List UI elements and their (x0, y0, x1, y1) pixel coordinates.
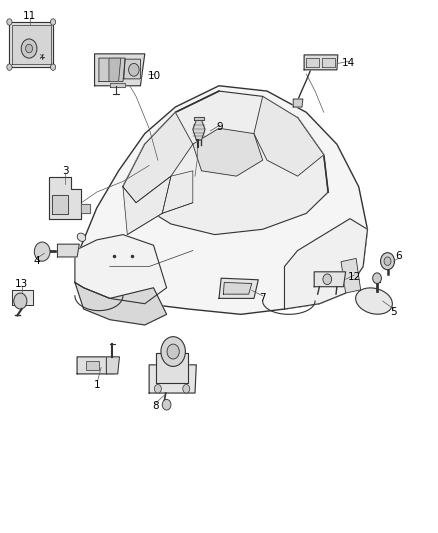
Polygon shape (77, 357, 117, 374)
Polygon shape (57, 244, 79, 257)
Polygon shape (106, 357, 120, 374)
Polygon shape (12, 290, 33, 305)
Text: 3: 3 (62, 166, 69, 176)
Text: 10: 10 (148, 71, 161, 81)
Polygon shape (293, 99, 303, 107)
Polygon shape (123, 91, 328, 235)
Text: 11: 11 (23, 11, 36, 21)
Text: 8: 8 (152, 401, 159, 411)
Circle shape (167, 344, 179, 359)
Text: 7: 7 (259, 293, 266, 303)
Polygon shape (223, 282, 252, 294)
Polygon shape (285, 219, 367, 309)
Polygon shape (155, 353, 188, 383)
Circle shape (323, 274, 332, 285)
Polygon shape (110, 83, 125, 87)
Polygon shape (123, 112, 193, 203)
Polygon shape (194, 117, 204, 120)
Polygon shape (306, 58, 319, 67)
Circle shape (50, 19, 56, 25)
Circle shape (129, 63, 139, 76)
Text: 13: 13 (15, 279, 28, 288)
Polygon shape (109, 58, 121, 82)
Bar (86, 361, 99, 370)
Polygon shape (81, 204, 90, 213)
Circle shape (154, 384, 161, 393)
Polygon shape (99, 58, 125, 82)
Circle shape (21, 39, 37, 58)
Polygon shape (10, 22, 53, 67)
Circle shape (7, 64, 12, 70)
Circle shape (34, 242, 50, 261)
Text: 5: 5 (390, 306, 397, 317)
Bar (341, 259, 360, 293)
Text: 6: 6 (396, 251, 402, 261)
Circle shape (183, 384, 190, 393)
Polygon shape (321, 58, 335, 67)
Polygon shape (162, 171, 193, 213)
Circle shape (14, 293, 27, 309)
Polygon shape (52, 195, 68, 214)
Polygon shape (75, 235, 166, 304)
Circle shape (162, 399, 171, 410)
Text: 9: 9 (216, 122, 223, 132)
Circle shape (373, 273, 381, 284)
Circle shape (25, 44, 32, 53)
Polygon shape (149, 365, 196, 393)
Polygon shape (75, 282, 166, 325)
Text: 4: 4 (33, 256, 40, 266)
Polygon shape (193, 128, 263, 176)
Text: 14: 14 (342, 59, 355, 68)
Polygon shape (124, 59, 141, 79)
Polygon shape (193, 120, 205, 140)
Circle shape (50, 64, 56, 70)
Text: 1: 1 (94, 379, 101, 390)
Polygon shape (95, 54, 145, 86)
Ellipse shape (356, 288, 392, 314)
Polygon shape (123, 176, 171, 235)
Polygon shape (304, 55, 338, 70)
Circle shape (384, 257, 391, 265)
Polygon shape (12, 25, 51, 64)
Polygon shape (314, 272, 346, 287)
Polygon shape (75, 86, 367, 314)
Circle shape (381, 253, 395, 270)
Text: 12: 12 (348, 272, 361, 282)
Circle shape (7, 19, 12, 25)
Circle shape (161, 337, 185, 367)
Polygon shape (254, 96, 324, 176)
Polygon shape (49, 177, 81, 219)
Ellipse shape (77, 233, 86, 241)
Polygon shape (219, 278, 258, 298)
